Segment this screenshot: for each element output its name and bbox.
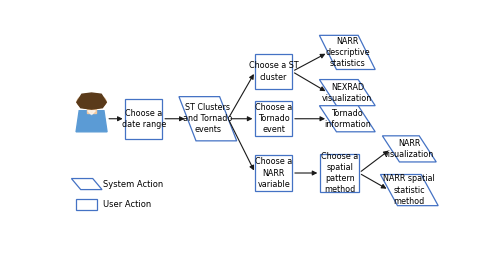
Text: Choose a
date range: Choose a date range	[122, 109, 166, 129]
FancyBboxPatch shape	[76, 199, 98, 210]
FancyBboxPatch shape	[256, 155, 292, 191]
Text: User Action: User Action	[103, 200, 151, 209]
Text: Choose a ST
cluster: Choose a ST cluster	[249, 61, 298, 82]
Text: Choose a
NARR
variable: Choose a NARR variable	[255, 157, 292, 189]
Polygon shape	[179, 97, 236, 141]
Polygon shape	[382, 136, 436, 162]
Polygon shape	[77, 93, 106, 109]
Polygon shape	[88, 111, 96, 115]
FancyBboxPatch shape	[320, 154, 359, 192]
Polygon shape	[72, 179, 102, 189]
Polygon shape	[380, 175, 438, 206]
Polygon shape	[320, 35, 375, 69]
Text: NARR spatial
statistic
method: NARR spatial statistic method	[384, 175, 435, 206]
Text: Tornado
information: Tornado information	[324, 109, 370, 129]
Polygon shape	[320, 80, 375, 106]
FancyBboxPatch shape	[87, 107, 96, 113]
Polygon shape	[320, 106, 375, 132]
Text: System Action: System Action	[103, 180, 163, 188]
Text: Choose a
Tornado
event: Choose a Tornado event	[255, 103, 292, 134]
Text: ST Clusters
and Tornado
events: ST Clusters and Tornado events	[183, 103, 232, 134]
Text: NEXRAD
visualization: NEXRAD visualization	[322, 82, 372, 103]
FancyBboxPatch shape	[256, 101, 292, 136]
Text: NARR
descriptive
statistics: NARR descriptive statistics	[325, 37, 370, 68]
Polygon shape	[76, 111, 107, 132]
Text: NARR
visualization: NARR visualization	[384, 139, 434, 159]
FancyBboxPatch shape	[126, 99, 162, 139]
Circle shape	[77, 94, 106, 109]
FancyBboxPatch shape	[256, 54, 292, 89]
Text: Choose a
spatial
pattern
method: Choose a spatial pattern method	[321, 152, 358, 194]
